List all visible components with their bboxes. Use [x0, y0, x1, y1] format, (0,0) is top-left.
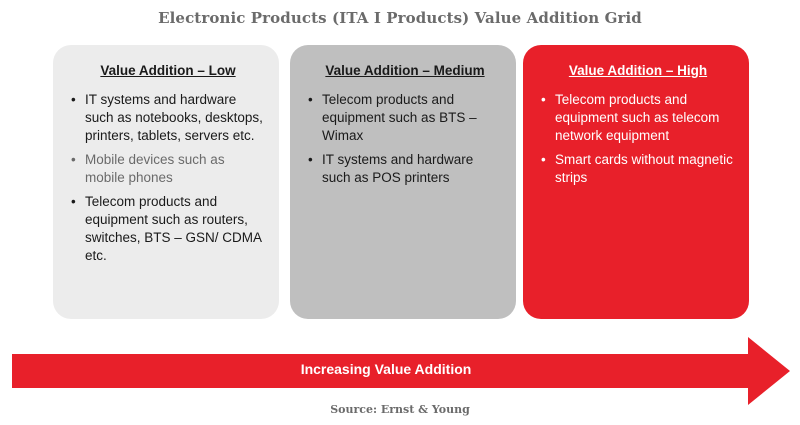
list-item: IT systems and hardware such as POS prin… — [308, 151, 502, 187]
panel-value-addition-medium: Value Addition – Medium Telecom products… — [290, 45, 516, 319]
list-item: Telecom products and equipment such as r… — [71, 193, 265, 265]
list-medium: Telecom products and equipment such as B… — [308, 91, 502, 187]
panel-heading-low: Value Addition – Low — [100, 63, 236, 78]
list-high: Telecom products and equipment such as t… — [541, 91, 735, 187]
page-title: Electronic Products (ITA I Products) Val… — [158, 9, 642, 27]
list-item: Telecom products and equipment such as t… — [541, 91, 735, 145]
panel-heading-medium: Value Addition – Medium — [325, 63, 485, 78]
list-item: IT systems and hardware such as notebook… — [71, 91, 265, 145]
list-item: Telecom products and equipment such as B… — [308, 91, 502, 145]
panel-value-addition-low: Value Addition – Low IT systems and hard… — [53, 45, 279, 319]
panel-heading-high: Value Addition – High — [568, 63, 708, 78]
arrow-shape — [12, 337, 790, 405]
arrow-label: Increasing Value Addition — [300, 361, 472, 377]
source-caption: Source: Ernst & Young — [330, 403, 470, 416]
list-low: IT systems and hardware such as notebook… — [71, 91, 265, 265]
list-item: Mobile devices such as mobile phones — [71, 151, 265, 187]
panel-value-addition-high: Value Addition – High Telecom products a… — [523, 45, 749, 319]
list-item: Smart cards without magnetic strips — [541, 151, 735, 187]
increasing-value-arrow — [12, 337, 790, 405]
